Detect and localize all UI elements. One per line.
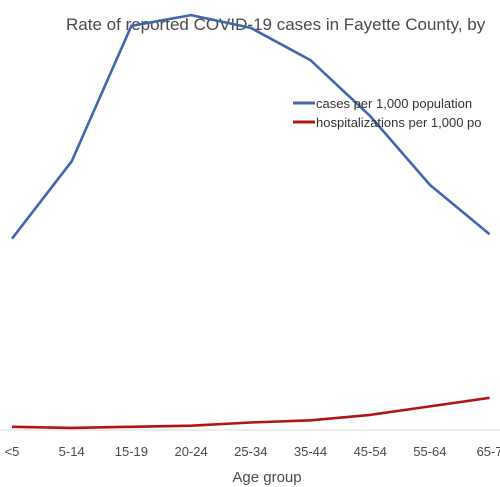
legend-label-hospitalizations: hospitalizations per 1,000 po xyxy=(316,115,482,130)
x-tick-label: 35-44 xyxy=(294,444,327,459)
x-tick-label: 45-54 xyxy=(354,444,387,459)
x-axis-title: Age group xyxy=(232,469,301,486)
x-tick-label: <5 xyxy=(5,444,20,459)
x-tick-label: 65-7 xyxy=(477,444,500,459)
series-line-hospitalizations xyxy=(11,396,490,430)
x-tick-label: 15-19 xyxy=(115,444,148,459)
x-tick-label: 20-24 xyxy=(174,444,207,459)
x-tick-label: 25-34 xyxy=(234,444,267,459)
legend: cases per 1,000 population hospitalizati… xyxy=(293,96,482,130)
legend-label-cases: cases per 1,000 population xyxy=(316,96,472,111)
series-line-cases xyxy=(10,13,491,240)
x-tick-label: 55-64 xyxy=(413,444,446,459)
x-tick-label: 5-14 xyxy=(59,444,85,459)
series-lines xyxy=(10,13,491,430)
x-axis-ticks: <5 5-14 15-19 20-24 25-34 35-44 45-54 55-64 65-7 xyxy=(5,444,500,459)
